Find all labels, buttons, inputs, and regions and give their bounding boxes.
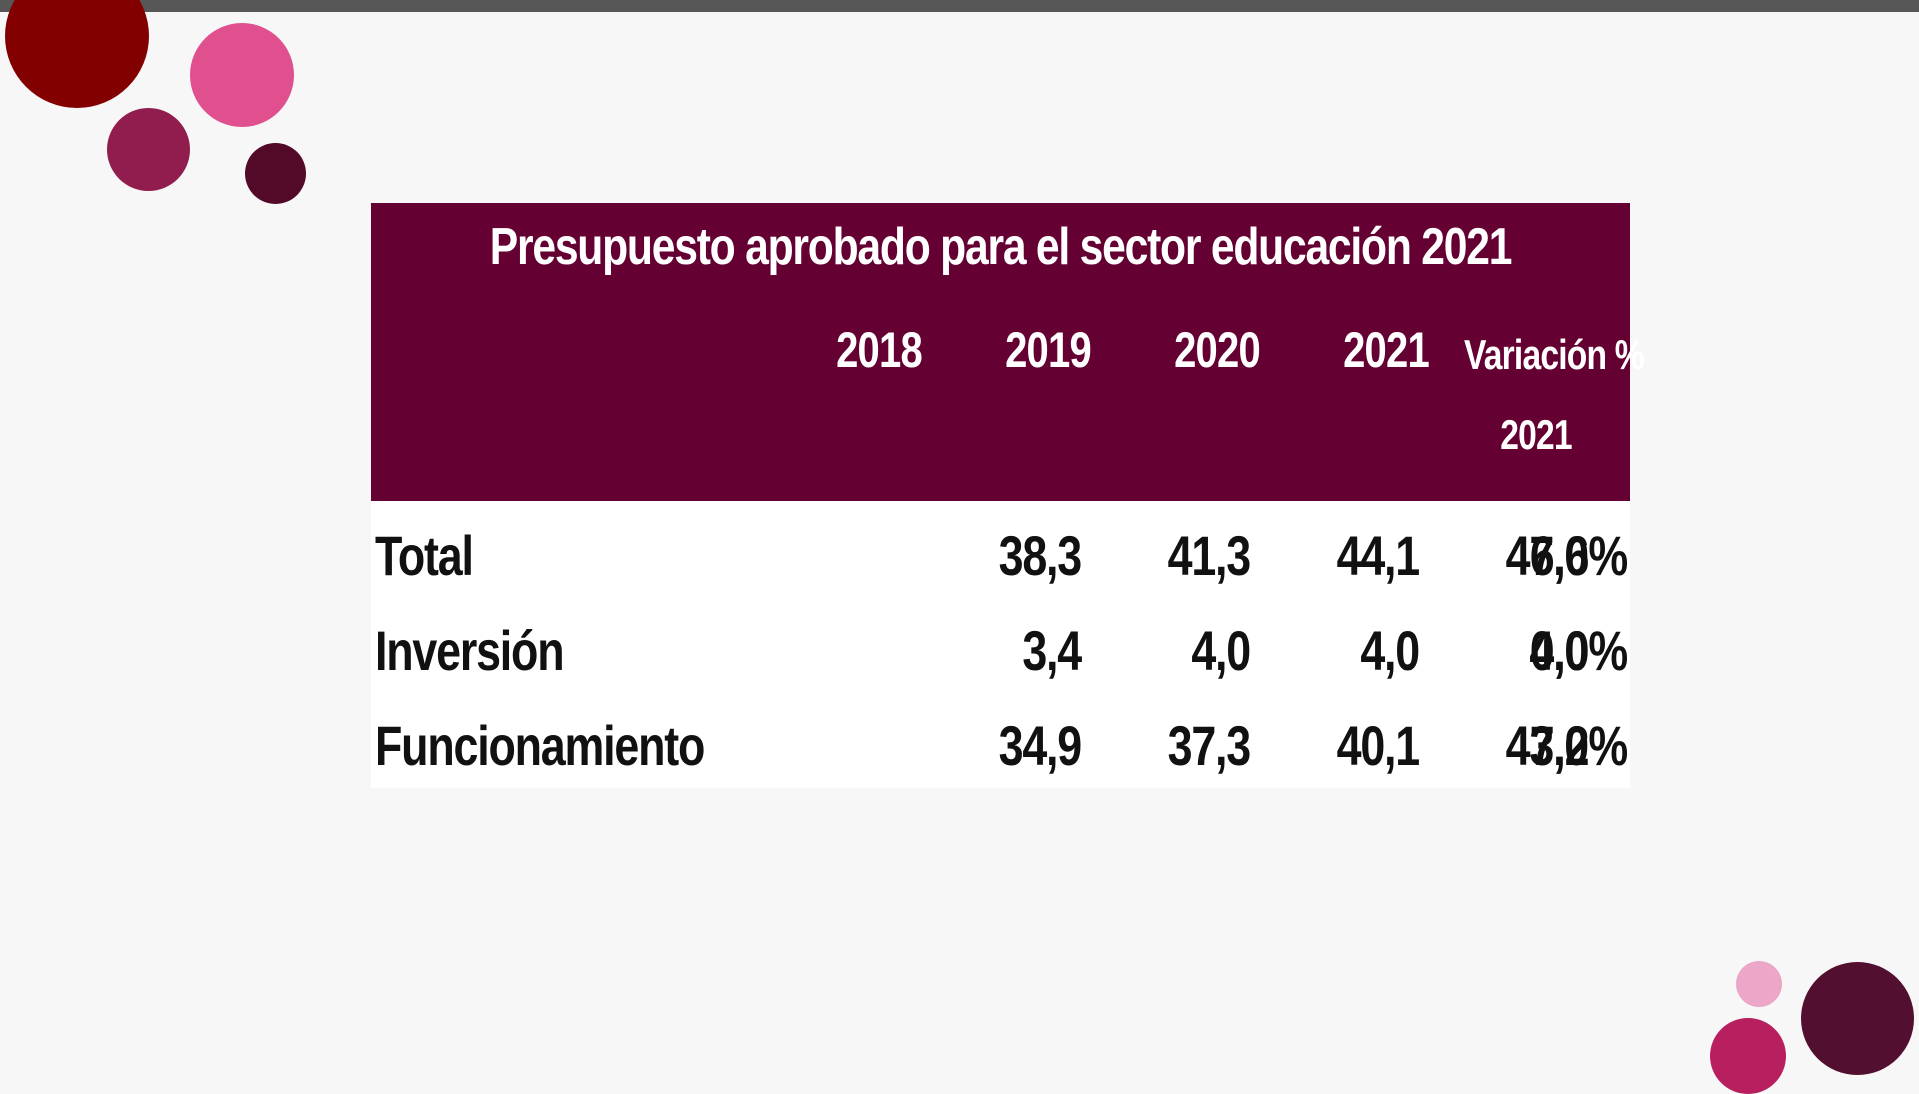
table-header: Presupuesto aprobado para el sector educ…: [371, 203, 1645, 501]
table-cell: 4,0: [1360, 619, 1420, 682]
column-header-2018: 2018: [836, 322, 923, 378]
decorative-circle-plum: [1801, 962, 1914, 1075]
decorative-circle-pink: [190, 23, 294, 127]
decorative-circle-deep-plum: [245, 143, 306, 204]
variation-header-line1: Variación %: [1464, 331, 1645, 378]
table-cell: 38,3: [998, 524, 1083, 587]
budget-table: Presupuesto aprobado para el sector educ…: [371, 203, 1645, 791]
table-cell: 40,1: [1336, 714, 1421, 777]
decorative-circle-raspberry: [1710, 1018, 1786, 1094]
column-header-2019: 2019: [1005, 322, 1092, 378]
column-header-variation: Variación % 2021: [1464, 315, 1645, 475]
variation-cell: 0,0%: [1529, 619, 1629, 682]
top-bar: [0, 0, 1919, 12]
table-row-total: Total 38,3 41,3 44,1 47,0 6,6%: [371, 511, 1630, 601]
decorative-circle-light-pink: [1736, 961, 1782, 1007]
variation-cell: 6,6%: [1529, 524, 1629, 587]
row-label: Total: [375, 524, 474, 587]
column-header-2020: 2020: [1174, 322, 1261, 378]
table-cell: 41,3: [1167, 524, 1252, 587]
table-cell: 43,0: [1505, 714, 1590, 777]
row-label: Inversión: [375, 619, 565, 682]
table-row-inversion: Inversión 3,4 4,0 4,0 4,0 0,0%: [371, 606, 1630, 696]
column-header-2021: 2021: [1343, 322, 1430, 378]
table-cell: 4,0: [1191, 619, 1251, 682]
variation-cell: 7,2%: [1529, 714, 1629, 777]
decorative-circle-dark-red: [5, 0, 149, 108]
table-row-funcionamiento: Funcionamiento 34,9 37,3 40,1 43,0 7,2%: [371, 701, 1630, 791]
table-cell: 4,0: [1529, 619, 1589, 682]
table-title: Presupuesto aprobado para el sector educ…: [489, 218, 1513, 276]
variation-header-line2: 2021: [1500, 411, 1572, 458]
row-label: Funcionamiento: [375, 714, 705, 777]
table-cell: 34,9: [998, 714, 1083, 777]
table-cell: 44,1: [1336, 524, 1421, 587]
table-cell: 47,0: [1505, 524, 1590, 587]
table-cell: 37,3: [1167, 714, 1252, 777]
decorative-circle-magenta: [107, 108, 190, 191]
table-cell: 3,4: [1022, 619, 1082, 682]
